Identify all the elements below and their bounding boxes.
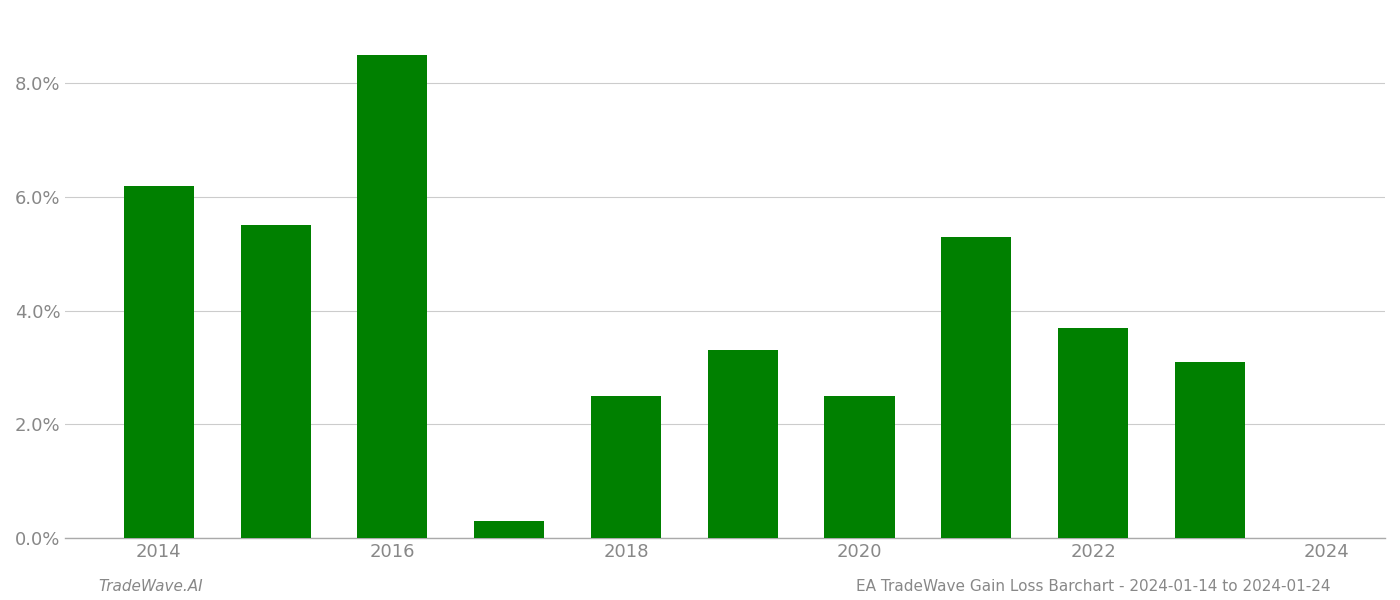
Bar [123,185,195,538]
Bar [825,396,895,538]
Text: EA TradeWave Gain Loss Barchart - 2024-01-14 to 2024-01-24: EA TradeWave Gain Loss Barchart - 2024-0… [855,579,1330,594]
Bar [241,226,311,538]
Bar [357,55,427,538]
Bar [1058,328,1128,538]
Bar [475,521,545,538]
Bar [708,350,778,538]
Text: TradeWave.AI: TradeWave.AI [98,579,203,594]
Bar [591,396,661,538]
Bar [1175,362,1245,538]
Bar [941,237,1011,538]
